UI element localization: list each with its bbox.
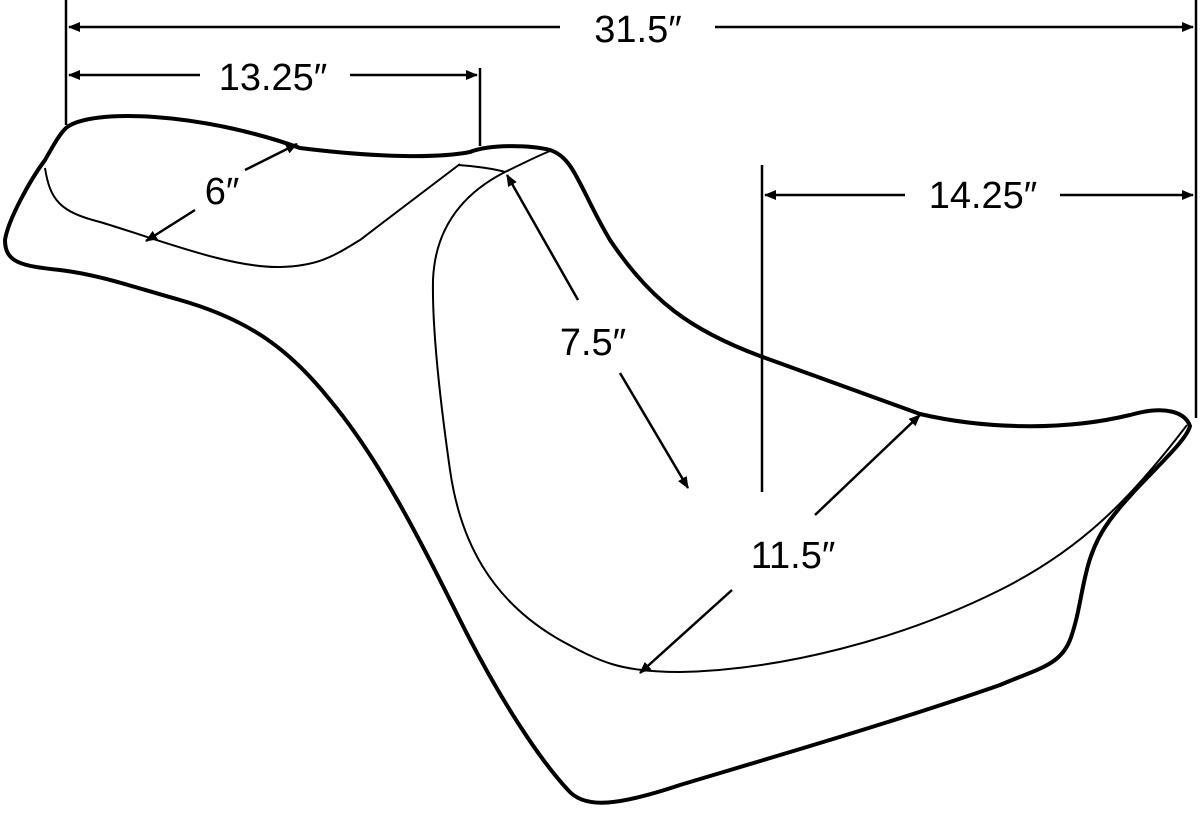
- front-seat-pocket: [431, 171, 1188, 674]
- rear-seat-length-label: 13.25″: [219, 57, 328, 99]
- seat-outline: [3, 114, 1192, 805]
- rear-seat-seam: [457, 150, 551, 173]
- overall-length-label: 31.5″: [594, 9, 681, 51]
- rear-seat-width-label: 6″: [205, 171, 240, 213]
- front-width-arrow-top: [814, 414, 921, 516]
- extension-lines: [64, 0, 1198, 492]
- rear-width-arrow-bottom: [145, 208, 196, 243]
- front-seat-length-label: 14.25″: [929, 175, 1038, 217]
- front-width-arrow-bottom: [639, 589, 733, 674]
- front-seat-width-label: 11.5″: [751, 535, 836, 577]
- rear-width-arrow-top: [244, 142, 298, 172]
- rear-seat-pocket: [44, 163, 461, 269]
- rise-arrow-bottom: [618, 372, 690, 489]
- front-rise-label: 7.5″: [560, 322, 626, 364]
- rise-arrow-top: [505, 174, 580, 301]
